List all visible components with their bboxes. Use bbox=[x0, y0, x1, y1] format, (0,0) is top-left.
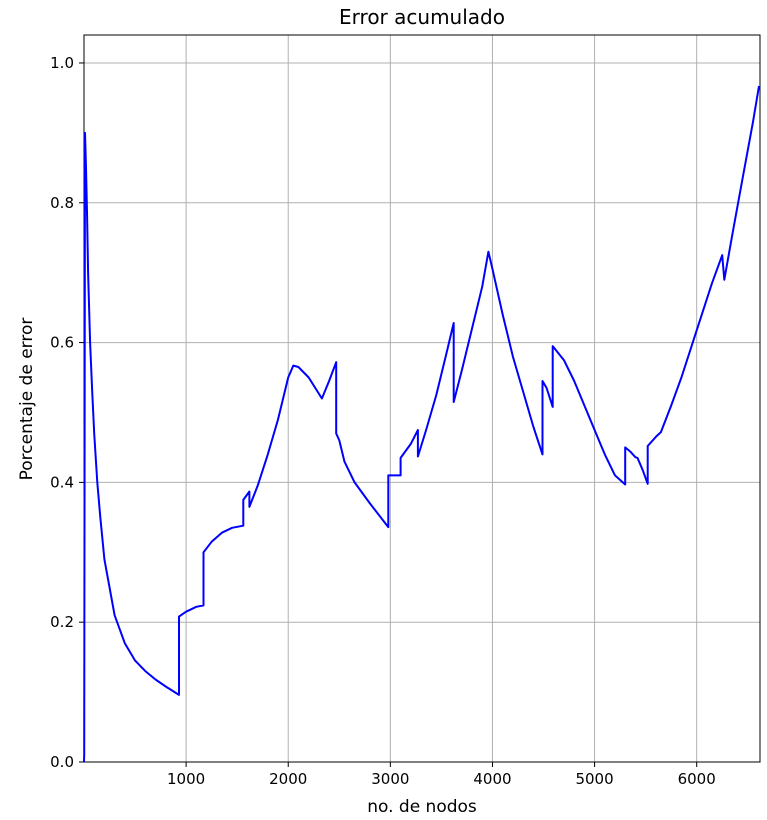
y-tick-label: 0.4 bbox=[50, 473, 74, 491]
x-ticks: 1000 2000 3000 4000 5000 6000 bbox=[167, 762, 716, 788]
chart-title: Error acumulado bbox=[339, 5, 505, 29]
y-tick-label: 0.2 bbox=[50, 613, 74, 631]
y-tick-label: 1.0 bbox=[50, 54, 74, 72]
y-axis-label: Porcentaje de error bbox=[17, 318, 37, 481]
y-tick-label: 0.8 bbox=[50, 194, 74, 212]
x-tick-label: 4000 bbox=[473, 770, 511, 788]
y-tick-label: 0.0 bbox=[50, 753, 74, 771]
series-line bbox=[83, 85, 760, 763]
x-tick-label: 3000 bbox=[371, 770, 409, 788]
x-tick-label: 2000 bbox=[269, 770, 307, 788]
x-axis-label: no. de nodos bbox=[367, 797, 477, 817]
y-tick-label: 0.6 bbox=[50, 334, 74, 352]
x-tick-label: 5000 bbox=[575, 770, 613, 788]
x-tick-label: 6000 bbox=[678, 770, 716, 788]
x-tick-label: 1000 bbox=[167, 770, 205, 788]
grid bbox=[84, 35, 760, 763]
y-ticks: 0.0 0.2 0.4 0.6 0.8 1.0 bbox=[50, 54, 84, 771]
plot-frame bbox=[83, 34, 761, 763]
